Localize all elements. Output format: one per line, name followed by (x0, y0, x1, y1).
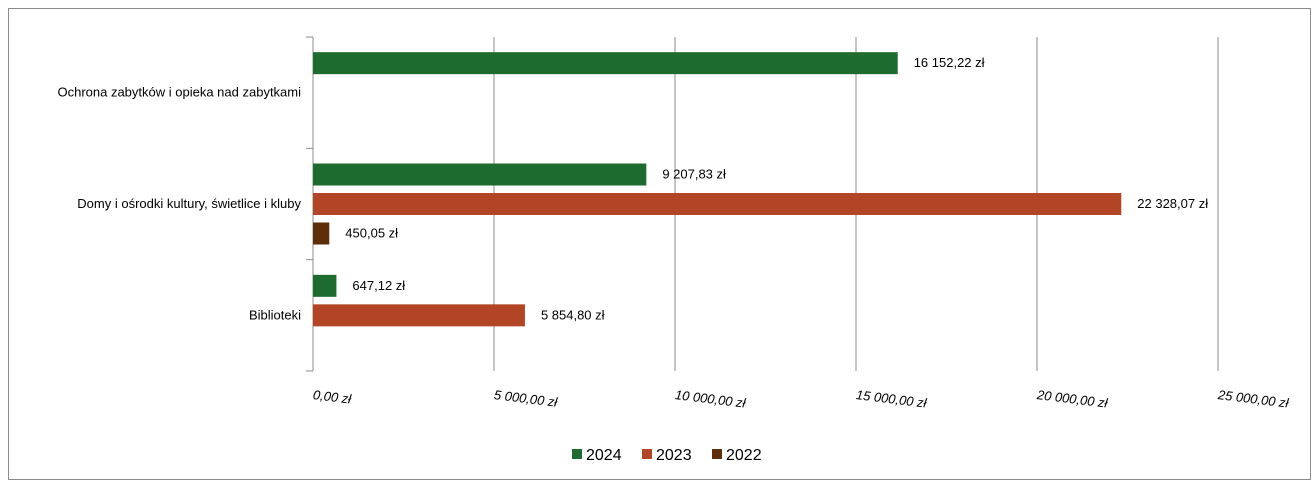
data-label: 647,12 zł (352, 278, 405, 293)
chart-frame (8, 8, 1311, 480)
x-tick-label: 25 000,00 zł (1216, 387, 1290, 411)
data-label: 16 152,22 zł (914, 55, 985, 70)
legend-label: 2024 (586, 447, 622, 464)
bar-2024 (313, 163, 647, 186)
legend-label: 2022 (726, 447, 762, 464)
x-tick-label: 10 000,00 zł (674, 387, 747, 411)
x-tick-label: 5 000,00 zł (493, 387, 559, 410)
legend-label: 2023 (656, 447, 692, 464)
category-label: Biblioteki (249, 307, 301, 322)
x-tick-label: 20 000,00 zł (1035, 387, 1109, 411)
data-label: 9 207,83 zł (662, 167, 726, 182)
category-label: Ochrona zabytków i opieka nad zabytkami (57, 85, 301, 100)
legend-swatch-2023 (642, 449, 652, 459)
data-label: 450,05 zł (345, 226, 398, 241)
x-tick-label: 0,00 zł (312, 387, 353, 407)
data-label: 22 328,07 zł (1137, 196, 1208, 211)
legend-swatch-2024 (572, 449, 582, 459)
x-tick-label: 15 000,00 zł (855, 387, 928, 411)
bar-2024 (313, 52, 898, 75)
data-label: 5 854,80 zł (541, 307, 605, 322)
category-label: Domy i ośrodki kultury, świetlice i klub… (77, 196, 301, 211)
bar-2023 (313, 193, 1122, 215)
bar-2023 (313, 304, 525, 327)
legend-swatch-2022 (712, 449, 722, 459)
bar-2024 (313, 274, 337, 297)
bar-2022 (313, 222, 330, 245)
